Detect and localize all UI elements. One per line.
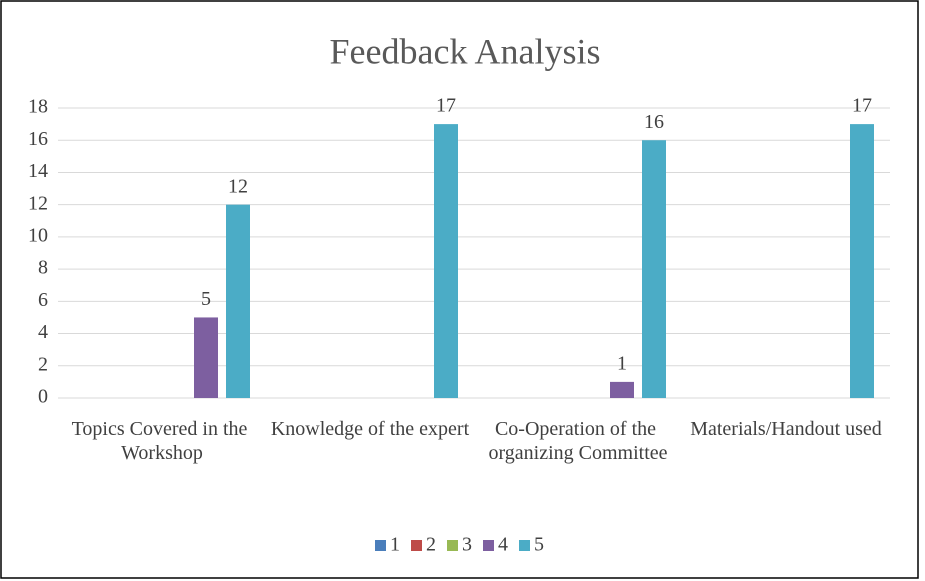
legend-label: 5 <box>534 534 544 556</box>
y-tick-label: 8 <box>38 257 48 279</box>
data-label: 17 <box>852 95 872 117</box>
data-label: 1 <box>617 352 627 374</box>
x-tick-label: Topics Covered in the Workshop <box>72 418 253 464</box>
y-tick-label: 10 <box>28 224 48 246</box>
legend-label: 2 <box>426 534 436 556</box>
legend-swatch <box>375 540 386 551</box>
chart-title: Feedback Analysis <box>330 31 601 71</box>
data-label: 12 <box>228 175 248 197</box>
legend-label: 3 <box>462 534 472 556</box>
legend-swatch <box>411 540 422 551</box>
y-tick-label: 12 <box>28 192 48 214</box>
bar <box>642 140 666 398</box>
legend-swatch <box>483 540 494 551</box>
x-tick-label: Co-Operation of the organizing Committee <box>488 418 667 464</box>
legend-swatch <box>519 540 530 551</box>
legend-swatch <box>447 540 458 551</box>
x-tick-label: Knowledge of the expert <box>271 418 470 440</box>
bar <box>850 124 874 398</box>
legend-label: 4 <box>498 534 508 556</box>
y-tick-label: 2 <box>38 353 48 375</box>
y-tick-label: 4 <box>38 321 48 343</box>
y-tick-label: 18 <box>28 96 48 118</box>
bar <box>610 381 634 398</box>
y-tick-label: 0 <box>38 386 48 408</box>
y-tick-label: 16 <box>28 128 48 150</box>
data-label: 17 <box>436 95 456 117</box>
data-label: 5 <box>201 288 211 310</box>
data-label: 16 <box>644 111 664 133</box>
legend-label: 1 <box>390 534 400 556</box>
bar <box>434 124 458 398</box>
y-tick-label: 6 <box>38 289 48 311</box>
y-tick-label: 14 <box>28 160 48 182</box>
x-tick-label: Materials/Handout used <box>690 418 882 440</box>
bar <box>194 317 218 398</box>
bar <box>226 204 250 398</box>
